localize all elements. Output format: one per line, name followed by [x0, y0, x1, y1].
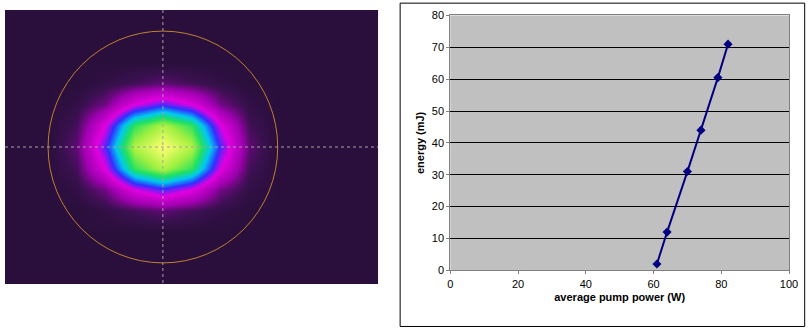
svg-text:10: 10: [432, 232, 444, 244]
svg-text:30: 30: [432, 169, 444, 181]
svg-text:70: 70: [432, 41, 444, 53]
svg-text:0: 0: [447, 278, 453, 290]
svg-text:80: 80: [715, 278, 727, 290]
svg-text:100: 100: [780, 278, 798, 290]
svg-text:80: 80: [432, 9, 444, 21]
svg-text:average pump power (W): average pump power (W): [554, 291, 685, 303]
svg-text:0: 0: [438, 264, 444, 276]
svg-text:60: 60: [432, 73, 444, 85]
svg-text:40: 40: [580, 278, 592, 290]
svg-text:60: 60: [647, 278, 659, 290]
svg-text:20: 20: [512, 278, 524, 290]
svg-text:50: 50: [432, 105, 444, 117]
svg-text:energy (mJ): energy (mJ): [415, 111, 427, 174]
svg-text:40: 40: [432, 137, 444, 149]
svg-text:20: 20: [432, 200, 444, 212]
